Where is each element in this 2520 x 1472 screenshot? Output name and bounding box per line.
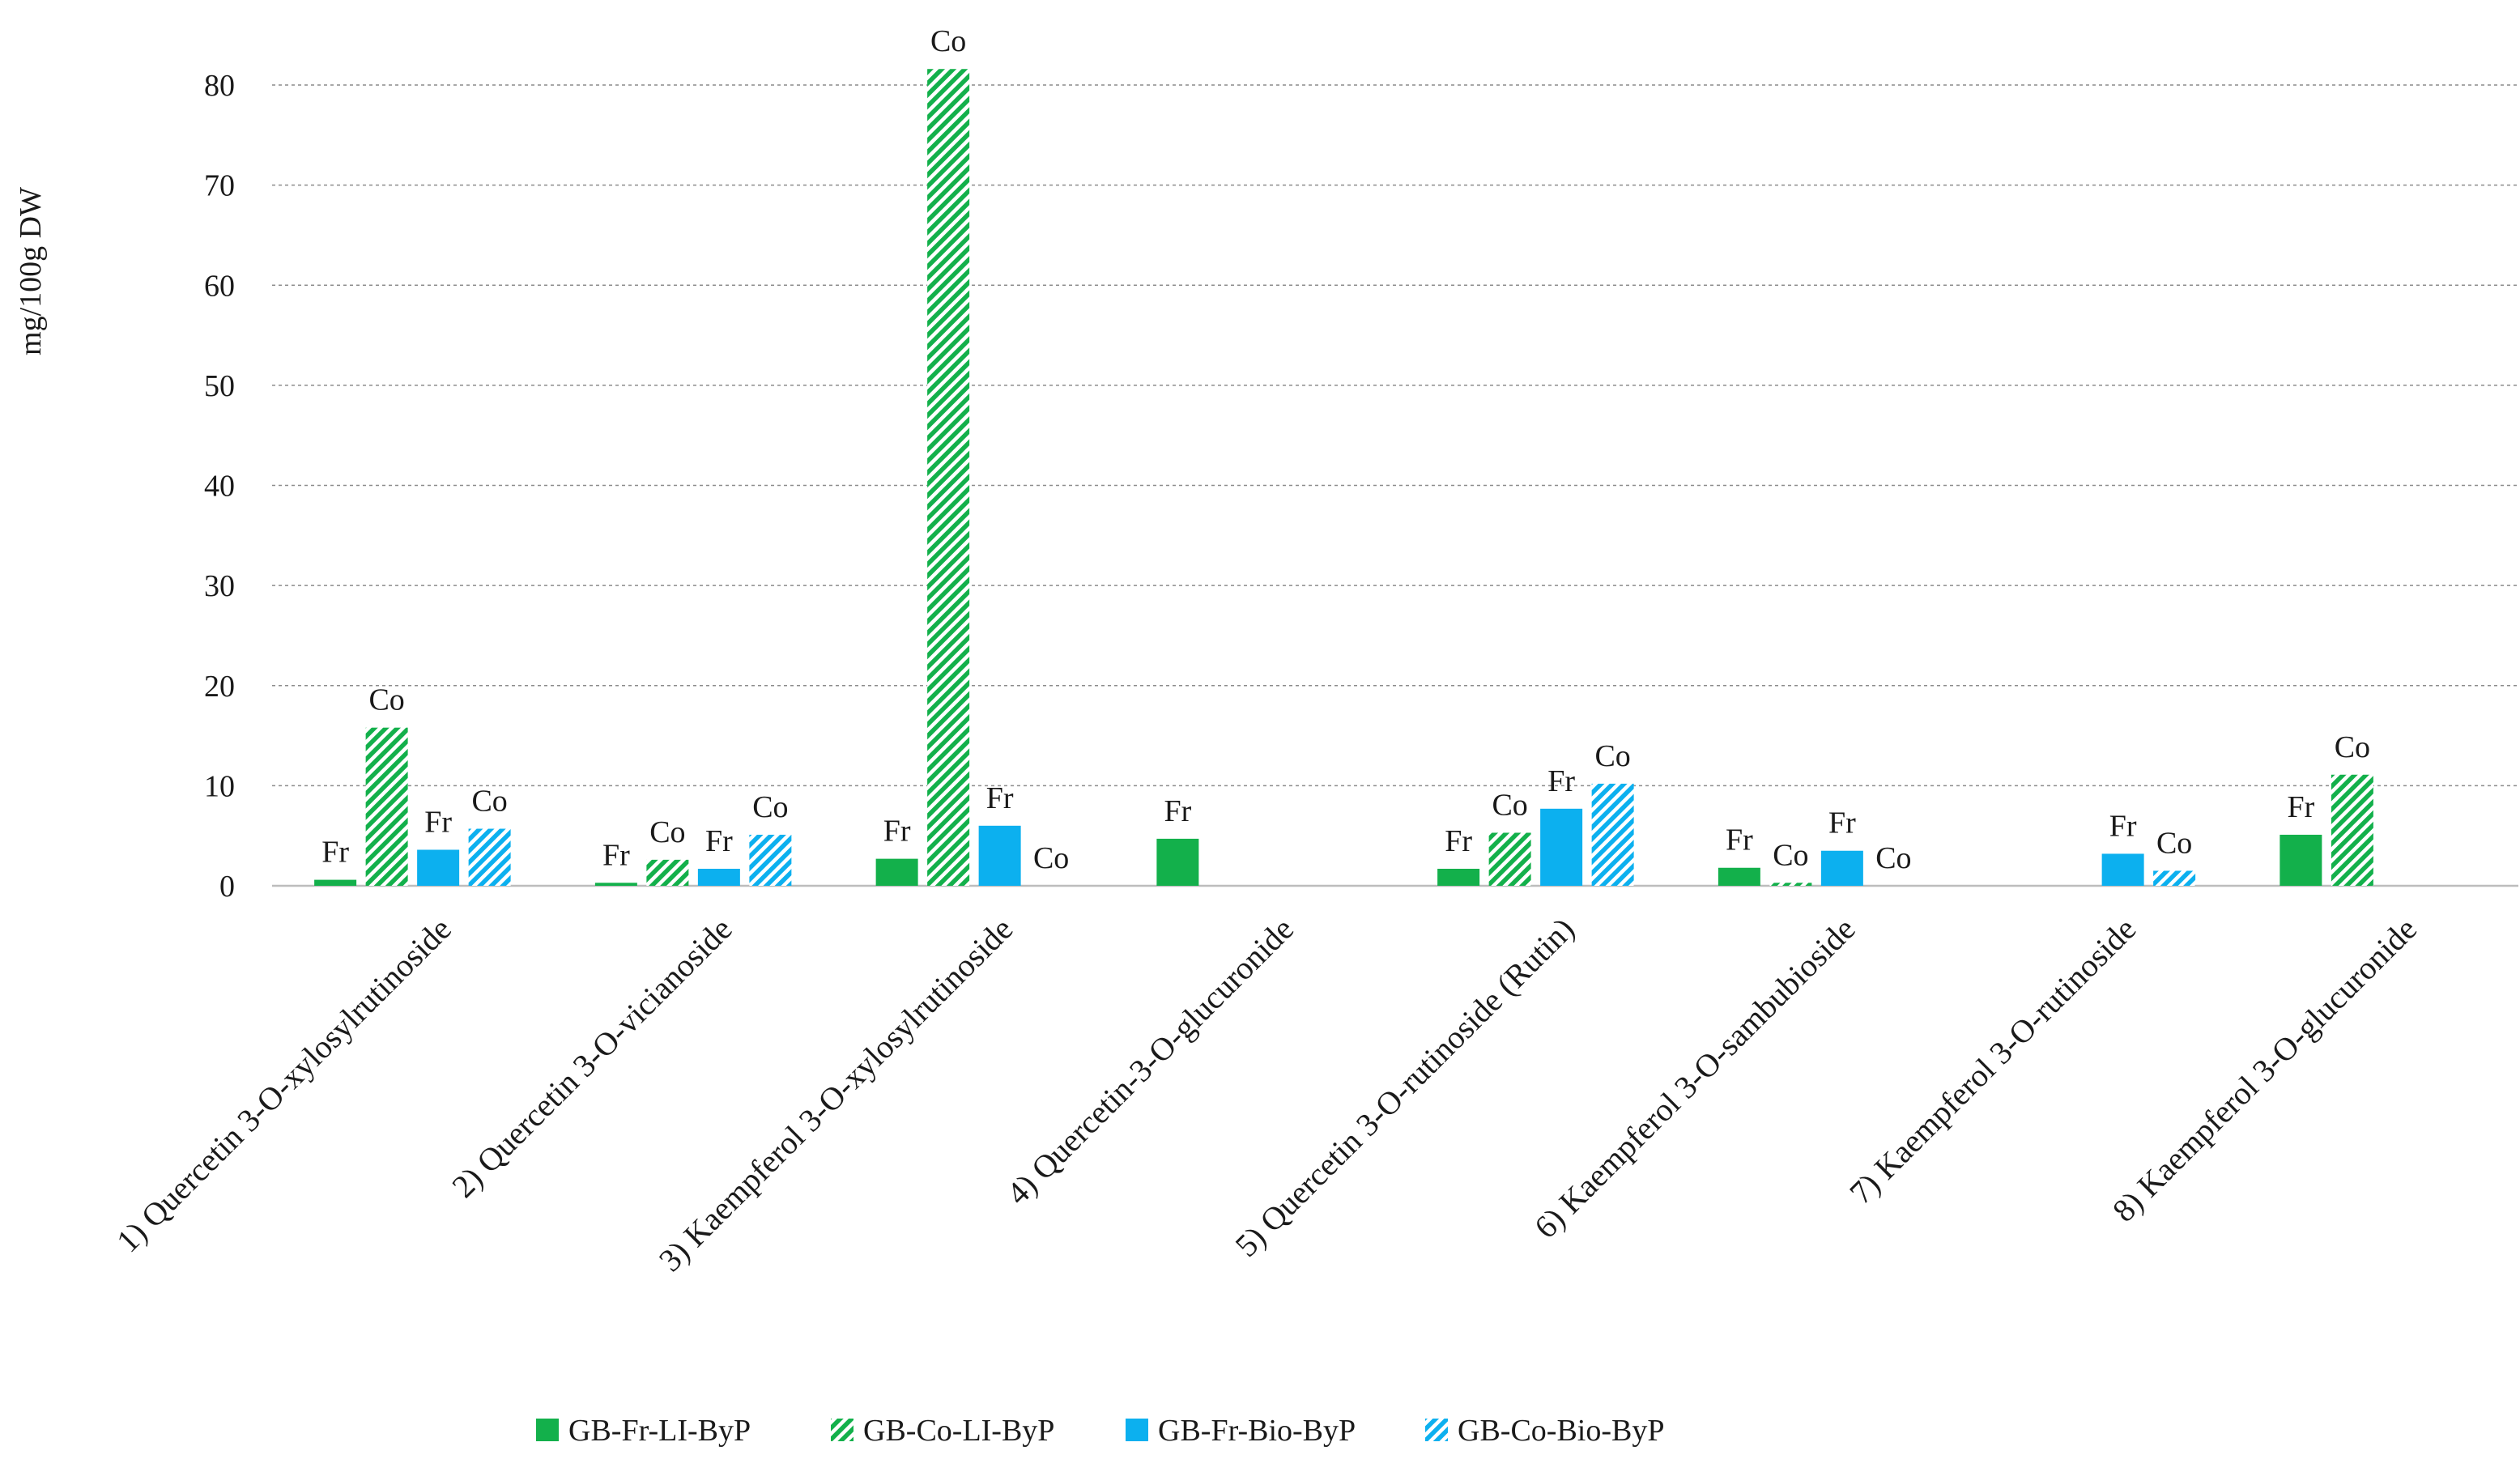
bar-data-label: Fr <box>424 805 452 839</box>
y-tick-label: 40 <box>204 470 235 504</box>
bar-data-label: Co <box>368 683 404 717</box>
bar-gb-fr-bio-byp-5 <box>1540 808 1583 886</box>
bar-gb-co-li-byp-1 <box>365 727 408 886</box>
legend: GB-Fr-LI-ByP GB-Co-LI-ByP GB-Fr-Bio-ByP GB-… <box>536 1414 1664 1448</box>
bar-data-label: Co <box>2335 730 2370 764</box>
bar-data-label: Co <box>649 815 685 849</box>
legend-label: GB-Co-LI-ByP <box>863 1414 1054 1448</box>
bar-gb-co-li-byp-8 <box>2331 774 2373 886</box>
bar-gb-co-li-byp-2 <box>646 859 689 886</box>
category-label: 4) Quercetin-3-O-glucuronide <box>999 911 1300 1212</box>
bar-data-label: Co <box>1033 841 1069 875</box>
legend-swatch <box>1126 1419 1148 1441</box>
bar-gb-fr-bio-byp-3 <box>978 825 1021 886</box>
bar-data-label: Fr <box>986 781 1014 815</box>
bar-gb-fr-li-byp-4 <box>1156 838 1199 886</box>
y-tick-label: 30 <box>204 569 235 603</box>
bar-data-label: Co <box>1594 739 1630 773</box>
bar-gb-co-li-byp-5 <box>1488 832 1531 886</box>
y-tick-label: 70 <box>204 169 235 203</box>
bar-data-label: Fr <box>321 836 349 870</box>
bar-gb-co-li-byp-6 <box>1769 883 1812 886</box>
category-label: 6) Kaempferol 3-O-sambubioside <box>1527 911 1862 1246</box>
legend-label: GB-Co-Bio-ByP <box>1458 1414 1664 1448</box>
legend-swatch <box>831 1419 853 1441</box>
gridlines <box>272 84 2518 887</box>
bar-data-label: Co <box>1773 838 1808 872</box>
legend-swatch <box>1425 1419 1448 1441</box>
category-label: 1) Quercetin 3-O-xylosylrutinoside <box>109 911 458 1260</box>
y-tick-label: 60 <box>204 269 235 303</box>
y-tick-label: 0 <box>219 870 235 904</box>
y-tick-label: 10 <box>204 769 235 803</box>
bar-gb-fr-bio-byp-2 <box>697 868 740 886</box>
bar-gb-fr-li-byp-6 <box>1718 867 1760 886</box>
bar-labels: Fr Co Fr Co Fr Co Fr Co Fr Co Fr Co Fr Fr Co Fr Co Fr Co Fr… <box>321 24 2370 875</box>
legend-label: GB-Fr-LI-ByP <box>568 1414 751 1448</box>
bar-data-label: Co <box>930 24 966 58</box>
bar-gb-co-bio-byp-7 <box>2153 870 2196 886</box>
bar-data-label: Fr <box>1164 794 1191 828</box>
bar-data-label: Fr <box>1828 806 1856 840</box>
bar-data-label: Fr <box>883 815 911 849</box>
bar-data-label: Fr <box>2287 790 2314 824</box>
legend-swatch <box>536 1419 559 1441</box>
bar-data-label: Fr <box>1726 823 1753 857</box>
bar-gb-fr-li-byp-3 <box>875 858 918 886</box>
bar-data-label: Fr <box>705 824 733 858</box>
bar-gb-co-bio-byp-1 <box>468 828 511 886</box>
bar-data-label: Fr <box>602 838 630 872</box>
bars <box>314 69 2373 887</box>
bar-data-label: Fr <box>2109 809 2137 843</box>
bar-data-label: Co <box>1875 841 1911 875</box>
bar-data-label: Fr <box>1547 764 1575 798</box>
category-label: 2) Quercetin 3-O-vicianoside <box>445 911 739 1205</box>
bar-gb-fr-bio-byp-6 <box>1820 850 1863 886</box>
bar-data-label: Co <box>1492 788 1527 822</box>
bar-gb-co-bio-byp-5 <box>1591 783 1634 886</box>
bar-gb-fr-li-byp-1 <box>314 879 357 886</box>
bar-data-label: Co <box>471 785 507 819</box>
y-tick-label: 80 <box>204 69 235 103</box>
bar-gb-fr-li-byp-8 <box>2279 834 2322 886</box>
category-label: 7) Kaempferol 3-O-rutinoside <box>1842 911 2143 1211</box>
y-axis-title: mg/100g DW <box>14 187 48 355</box>
y-axis-ticks: 0 10 20 30 40 50 60 70 80 <box>204 69 235 904</box>
bar-gb-co-bio-byp-2 <box>749 834 792 886</box>
y-tick-label: 20 <box>204 670 235 704</box>
bar-gb-fr-bio-byp-7 <box>2101 853 2144 886</box>
bar-data-label: Fr <box>1445 824 1472 858</box>
bar-gb-fr-li-byp-5 <box>1437 868 1480 886</box>
y-tick-label: 50 <box>204 369 235 403</box>
bar-gb-fr-bio-byp-1 <box>417 849 460 886</box>
bar-data-label: Co <box>2156 826 2192 860</box>
category-label: 8) Kaempferol 3-O-glucuronide <box>2105 911 2424 1229</box>
bar-gb-co-li-byp-3 <box>927 69 970 887</box>
category-label: 5) Quercetin 3-O-rutinoside (Rutin) <box>1228 911 1581 1264</box>
legend-label: GB-Fr-Bio-ByP <box>1158 1414 1356 1448</box>
bar-gb-fr-li-byp-2 <box>594 883 637 886</box>
bar-data-label: Co <box>752 790 788 824</box>
